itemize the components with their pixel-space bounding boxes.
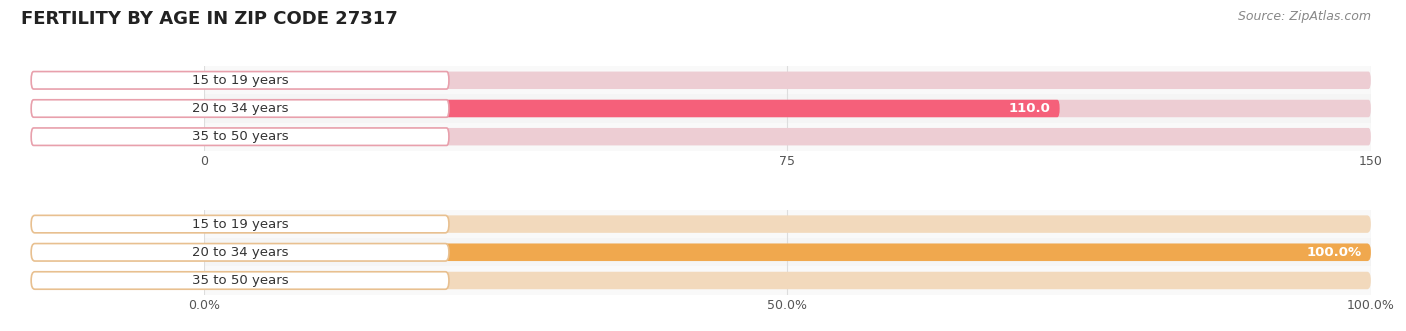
FancyBboxPatch shape — [204, 215, 1371, 233]
Text: Source: ZipAtlas.com: Source: ZipAtlas.com — [1237, 10, 1371, 23]
Text: FERTILITY BY AGE IN ZIP CODE 27317: FERTILITY BY AGE IN ZIP CODE 27317 — [21, 10, 398, 28]
Bar — [204, 122, 1371, 151]
FancyBboxPatch shape — [204, 128, 1371, 145]
Text: 0.0: 0.0 — [326, 74, 347, 87]
Bar — [204, 266, 1371, 295]
FancyBboxPatch shape — [31, 244, 449, 261]
FancyBboxPatch shape — [31, 71, 449, 89]
FancyBboxPatch shape — [204, 100, 1371, 117]
Text: 20 to 34 years: 20 to 34 years — [191, 102, 288, 115]
Bar — [204, 94, 1371, 122]
Text: 0.0%: 0.0% — [326, 274, 360, 287]
Bar — [204, 66, 1371, 94]
Text: 100.0%: 100.0% — [1306, 246, 1361, 259]
FancyBboxPatch shape — [204, 272, 1371, 289]
FancyBboxPatch shape — [31, 128, 449, 145]
Text: 0.0%: 0.0% — [326, 217, 360, 231]
Text: 20 to 34 years: 20 to 34 years — [191, 246, 288, 259]
FancyBboxPatch shape — [204, 71, 1371, 89]
Text: 15 to 19 years: 15 to 19 years — [191, 74, 288, 87]
Text: 35 to 50 years: 35 to 50 years — [191, 130, 288, 143]
FancyBboxPatch shape — [31, 100, 449, 117]
Text: 35 to 50 years: 35 to 50 years — [191, 274, 288, 287]
Text: 110.0: 110.0 — [1008, 102, 1050, 115]
FancyBboxPatch shape — [31, 272, 449, 289]
FancyBboxPatch shape — [204, 100, 1060, 117]
Bar — [204, 210, 1371, 238]
Text: 15 to 19 years: 15 to 19 years — [191, 217, 288, 231]
FancyBboxPatch shape — [204, 244, 1371, 261]
FancyBboxPatch shape — [204, 244, 1371, 261]
Text: 0.0: 0.0 — [326, 130, 347, 143]
FancyBboxPatch shape — [31, 215, 449, 233]
Bar — [204, 238, 1371, 266]
